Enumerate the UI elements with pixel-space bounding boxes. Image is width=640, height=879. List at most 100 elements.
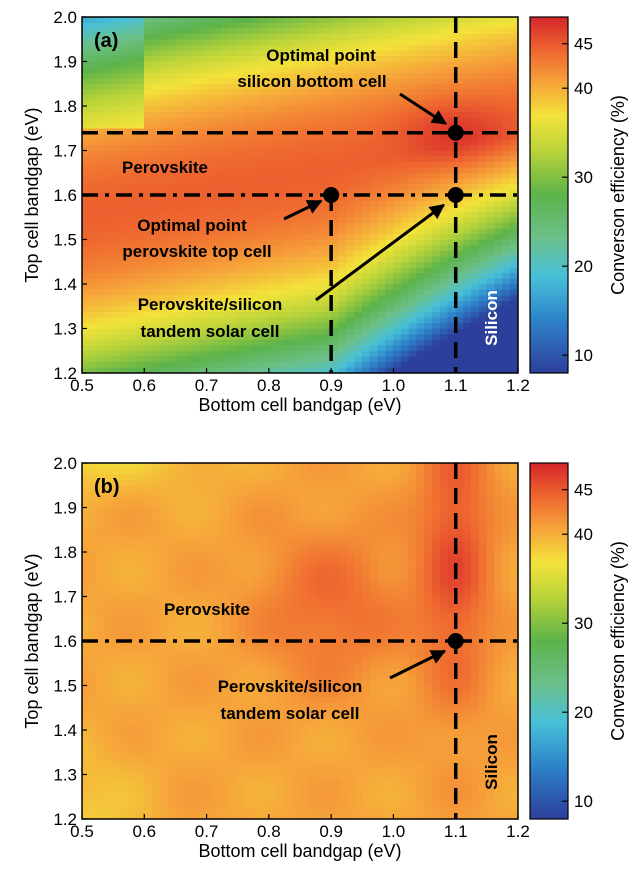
heatmap-cell	[330, 239, 340, 246]
heatmap-cell	[112, 573, 122, 581]
heatmap-cell	[284, 194, 293, 201]
heatmap-cell	[245, 27, 254, 34]
heatmap-cell	[470, 356, 480, 363]
heatmap-cell	[307, 105, 316, 112]
heatmap-cell	[502, 255, 511, 263]
heatmap-cell	[128, 105, 137, 112]
heatmap-cell	[221, 339, 231, 346]
heatmap-cell	[159, 813, 168, 819]
heatmap-cell	[167, 551, 176, 558]
heatmap-cell	[167, 222, 176, 229]
heatmap-cell	[455, 183, 464, 190]
heatmap-cell	[182, 618, 192, 625]
heatmap-cell	[198, 200, 207, 207]
heatmap-cell	[82, 535, 91, 542]
heatmap-cell	[393, 33, 402, 40]
heatmap-cell	[385, 322, 394, 329]
heatmap-cell	[159, 344, 168, 352]
heatmap-cell	[502, 339, 511, 346]
heatmap-cell	[447, 267, 457, 274]
heatmap-cell	[167, 155, 176, 162]
heatmap-cell	[354, 83, 363, 90]
heatmap-cell	[432, 105, 441, 112]
heatmap-cell	[416, 189, 425, 196]
heatmap-cell	[323, 300, 332, 307]
heatmap-cell	[89, 562, 98, 569]
heatmap-cell	[408, 61, 418, 68]
heatmap-cell	[175, 501, 184, 508]
heatmap-cell	[416, 222, 425, 229]
heatmap-cell	[447, 183, 457, 190]
heatmap-cell	[143, 183, 153, 190]
heatmap-cell	[182, 601, 192, 608]
heatmap-cell	[408, 77, 418, 85]
heatmap-cell	[361, 350, 371, 357]
heatmap-cell	[182, 61, 192, 68]
heatmap-cell	[151, 194, 161, 201]
heatmap-cell	[361, 317, 371, 324]
heatmap-cell	[206, 55, 215, 62]
heatmap-cell	[315, 205, 324, 212]
heatmap-cell	[229, 72, 239, 79]
heatmap-cell	[190, 713, 200, 720]
heatmap-cell	[470, 155, 480, 162]
heatmap-cell	[229, 272, 239, 279]
heatmap-cell	[82, 746, 91, 753]
heatmap-cell	[89, 72, 98, 79]
heatmap-cell	[338, 311, 348, 318]
heatmap-cell	[509, 255, 518, 263]
heatmap-cell	[229, 139, 239, 146]
panel-label: (a)	[94, 30, 118, 52]
heatmap-cell	[400, 222, 410, 229]
heatmap-cell	[167, 535, 176, 542]
heatmap-cell	[424, 283, 433, 290]
heatmap-cell	[105, 356, 114, 363]
heatmap-cell	[214, 100, 223, 107]
heatmap-cell	[393, 328, 402, 335]
heatmap-cell	[268, 294, 277, 301]
heatmap-cell	[455, 116, 464, 123]
heatmap-cell	[509, 178, 518, 185]
heatmap-cell	[105, 529, 114, 536]
heatmap-cell	[416, 155, 425, 162]
heatmap-cell	[89, 496, 98, 503]
heatmap-cell	[463, 228, 472, 235]
heatmap-cell	[82, 473, 91, 480]
heatmap-cell	[229, 618, 239, 625]
heatmap-cell	[190, 122, 200, 129]
heatmap-cell	[105, 679, 114, 686]
heatmap-cell	[159, 646, 168, 653]
heatmap-cell	[221, 551, 231, 558]
heatmap-cell	[284, 166, 293, 174]
heatmap-cell	[167, 194, 176, 201]
heatmap-cell	[151, 551, 161, 558]
heatmap-cell	[385, 189, 394, 196]
heatmap-cell	[494, 222, 503, 229]
heatmap-cell	[260, 150, 270, 157]
heatmap-cell	[214, 44, 223, 51]
heatmap-cell	[354, 50, 363, 57]
heatmap-cell	[151, 757, 161, 764]
heatmap-cell	[120, 690, 130, 697]
heatmap-cell	[151, 33, 161, 40]
heatmap-cell	[97, 718, 106, 725]
heatmap-cell	[136, 779, 145, 786]
heatmap-cell	[330, 139, 340, 146]
heatmap-cell	[190, 463, 200, 469]
heatmap-cell	[206, 367, 215, 373]
heatmap-cell	[112, 44, 122, 51]
heatmap-cell	[190, 38, 200, 46]
heatmap-cell	[330, 344, 340, 352]
heatmap-cell	[408, 233, 418, 240]
heatmap-cell	[159, 144, 168, 151]
heatmap-cell	[237, 189, 246, 196]
heatmap-cell	[105, 272, 114, 279]
heatmap-cell	[424, 261, 433, 268]
heatmap-cell	[478, 100, 488, 107]
heatmap-cell	[97, 116, 106, 123]
heatmap-cell	[455, 172, 464, 179]
heatmap-cell	[307, 133, 316, 140]
heatmap-cell	[159, 61, 168, 68]
heatmap-cell	[128, 116, 137, 123]
heatmap-cell	[400, 322, 410, 329]
